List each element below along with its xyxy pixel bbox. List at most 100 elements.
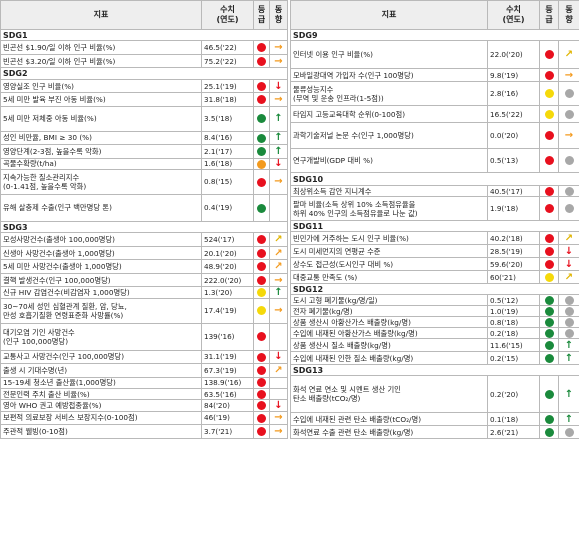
- indicator-value: 139('16): [201, 322, 254, 351]
- indicator-value: 22.0('20): [487, 40, 540, 69]
- grade-dot-icon: [257, 352, 266, 362]
- grade-dot-icon: [257, 235, 266, 245]
- trend-cell: →: [269, 169, 288, 195]
- trend-cell: ↑: [558, 338, 579, 352]
- indicator-value: 0.5('13): [487, 148, 540, 173]
- trend-arrow-icon: ↑: [564, 352, 574, 364]
- grade-cell: [539, 244, 559, 258]
- grade-cell: [539, 122, 559, 149]
- grade-dot-icon: [257, 81, 266, 91]
- trend-cell: ↑: [269, 144, 288, 159]
- indicator-name: 5세 미만 발육 부진 아동 비율(%): [0, 92, 202, 107]
- indicator-row: 대기오염 기인 사망건수 (인구 100,000명당) 139('16): [0, 322, 288, 351]
- indicator-value: 3.7('21): [201, 424, 254, 439]
- indicator-row: 지속가능한 질소관리지수 (0-1.41점, 높을수록 악화) 0.8('15) →: [0, 169, 288, 195]
- grade-dot-icon: [544, 109, 554, 119]
- grade-dot-icon: [257, 114, 266, 124]
- indicator-name: 빈곤선 $1.90/일 이하 인구 비율(%): [0, 40, 202, 55]
- grade-dot-icon: [544, 156, 554, 166]
- indicator-value: 60('21): [487, 270, 540, 284]
- indicator-name: 빈곤선 $3.20/일 이하 인구 비율(%): [0, 53, 202, 69]
- trend-arrow-icon: ↓: [274, 400, 283, 412]
- value-header: 수치 (연도): [201, 0, 254, 30]
- grade-cell: [539, 294, 559, 306]
- indicator-row: 수입에 내재된 관련 탄소 배출량(tCO₂/명) 0.1('18) ↑: [290, 412, 579, 426]
- indicator-row: 성인 비만율, BMI ≥ 30 (%) 8.4('16) ↑: [0, 130, 288, 146]
- grade-dot-icon: [544, 427, 554, 437]
- grade-cell: [539, 412, 559, 426]
- indicator-value: 0.2('15): [487, 351, 540, 365]
- grade-dot-icon: [257, 378, 266, 388]
- trend-arrow-icon: →: [274, 274, 283, 286]
- indicator-row: 상품 생산시 아황산가스 배출량(kg/명) 0.8('18): [290, 316, 579, 328]
- trend-cell: ↓: [269, 157, 288, 171]
- grade-dot-icon: [257, 427, 266, 437]
- section-label: SDG11: [290, 220, 579, 232]
- indicator-name: 대중교통 만족도 (%): [290, 270, 488, 284]
- grade-dot-icon: [257, 248, 266, 258]
- grade-cell: [253, 78, 270, 94]
- grade-cell: [539, 196, 559, 221]
- indicator-value: 1.3('20): [201, 286, 254, 299]
- grade-dot-icon: [544, 89, 554, 99]
- indicator-name: 상수도 접근성(도시인구 대비 %): [290, 257, 488, 271]
- trend-arrow-icon: →: [274, 426, 283, 438]
- indicator-value: 138.9('16): [201, 376, 254, 389]
- indicator-value: 16.5('22): [487, 105, 540, 123]
- indicator-name: 유해 살충제 수출(인구 백만명당 톤): [0, 193, 202, 222]
- trend-cell: →: [269, 410, 288, 426]
- trend-cell: ↑: [558, 412, 579, 426]
- trend-cell: ↗: [269, 363, 288, 378]
- trend-cell: ↓: [269, 399, 288, 412]
- indicator-value: 0.0('20): [487, 122, 540, 149]
- indicator-name: 신생아 사망건수(출생아 1,000명당): [0, 245, 202, 261]
- trend-arrow-icon: ↗: [274, 364, 283, 376]
- grade-cell: [253, 424, 270, 439]
- grade-dot-icon: [544, 295, 554, 305]
- indicator-value: 31.8('18): [201, 92, 254, 107]
- indicator-value: 0.8('15): [201, 169, 254, 195]
- trend-cell: ↗: [269, 259, 288, 274]
- indicator-name: 전문인력 주치 출산 비율(%): [0, 387, 202, 401]
- grade-dot-icon: [257, 366, 266, 376]
- trend-cell: [269, 387, 288, 401]
- indicator-row: 상품 생산시 질소 배출량(kg/명) 11.6('15) ↑: [290, 338, 579, 352]
- indicator-row: 수입에 내재된 인한 질소 배출량(kg/명) 0.2('15) ↑: [290, 351, 579, 365]
- grade-dot-icon: [544, 389, 554, 399]
- grade-cell: [253, 322, 270, 351]
- grade-dot-icon: [257, 389, 266, 399]
- grade-dot-icon: [257, 177, 266, 187]
- indicator-name: 인터넷 이용 인구 비율(%): [290, 40, 488, 69]
- indicator-name: 과학기술저널 논문 수(인구 1,000명당): [290, 122, 488, 149]
- indicator-value: 0.1('18): [487, 412, 540, 426]
- indicator-value: 524('17): [201, 232, 254, 247]
- indicator-row: 5세 미만 저체중 아동 비율(%) 3.5('18) ↑: [0, 105, 288, 132]
- section-label: SDG3: [0, 220, 288, 234]
- indicator-row: 도시 미세먼지의 연평균 수준 28.5('19) ↓: [290, 244, 579, 258]
- trend-arrow-icon: →: [564, 130, 574, 141]
- trend-dot-icon: [564, 109, 574, 119]
- grade-cell: [253, 193, 270, 222]
- trend-cell: [558, 327, 579, 339]
- section-label: SDG12: [290, 283, 579, 295]
- indicator-name: 대기오염 기인 사망건수 (인구 100,000명당): [0, 322, 202, 351]
- trend-dot-icon: [564, 156, 574, 166]
- trend-cell: [558, 81, 579, 106]
- trend-cell: ↑: [269, 105, 288, 132]
- indicator-value: 40.2('18): [487, 231, 540, 245]
- trend-dot-icon: [564, 295, 574, 305]
- grade-cell: [253, 297, 270, 324]
- trend-arrow-icon: →: [274, 176, 283, 188]
- indicator-value: 48.9('20): [201, 259, 254, 274]
- grade-cell: [253, 92, 270, 107]
- grade-dot-icon: [544, 70, 554, 80]
- grade-cell: [539, 316, 559, 328]
- indicator-name: 도시 고형 폐기물(kg/명/일): [290, 294, 488, 306]
- trend-arrow-icon: ↓: [274, 80, 283, 92]
- trend-cell: [269, 322, 288, 351]
- trend-arrow-icon: ↓: [274, 351, 283, 363]
